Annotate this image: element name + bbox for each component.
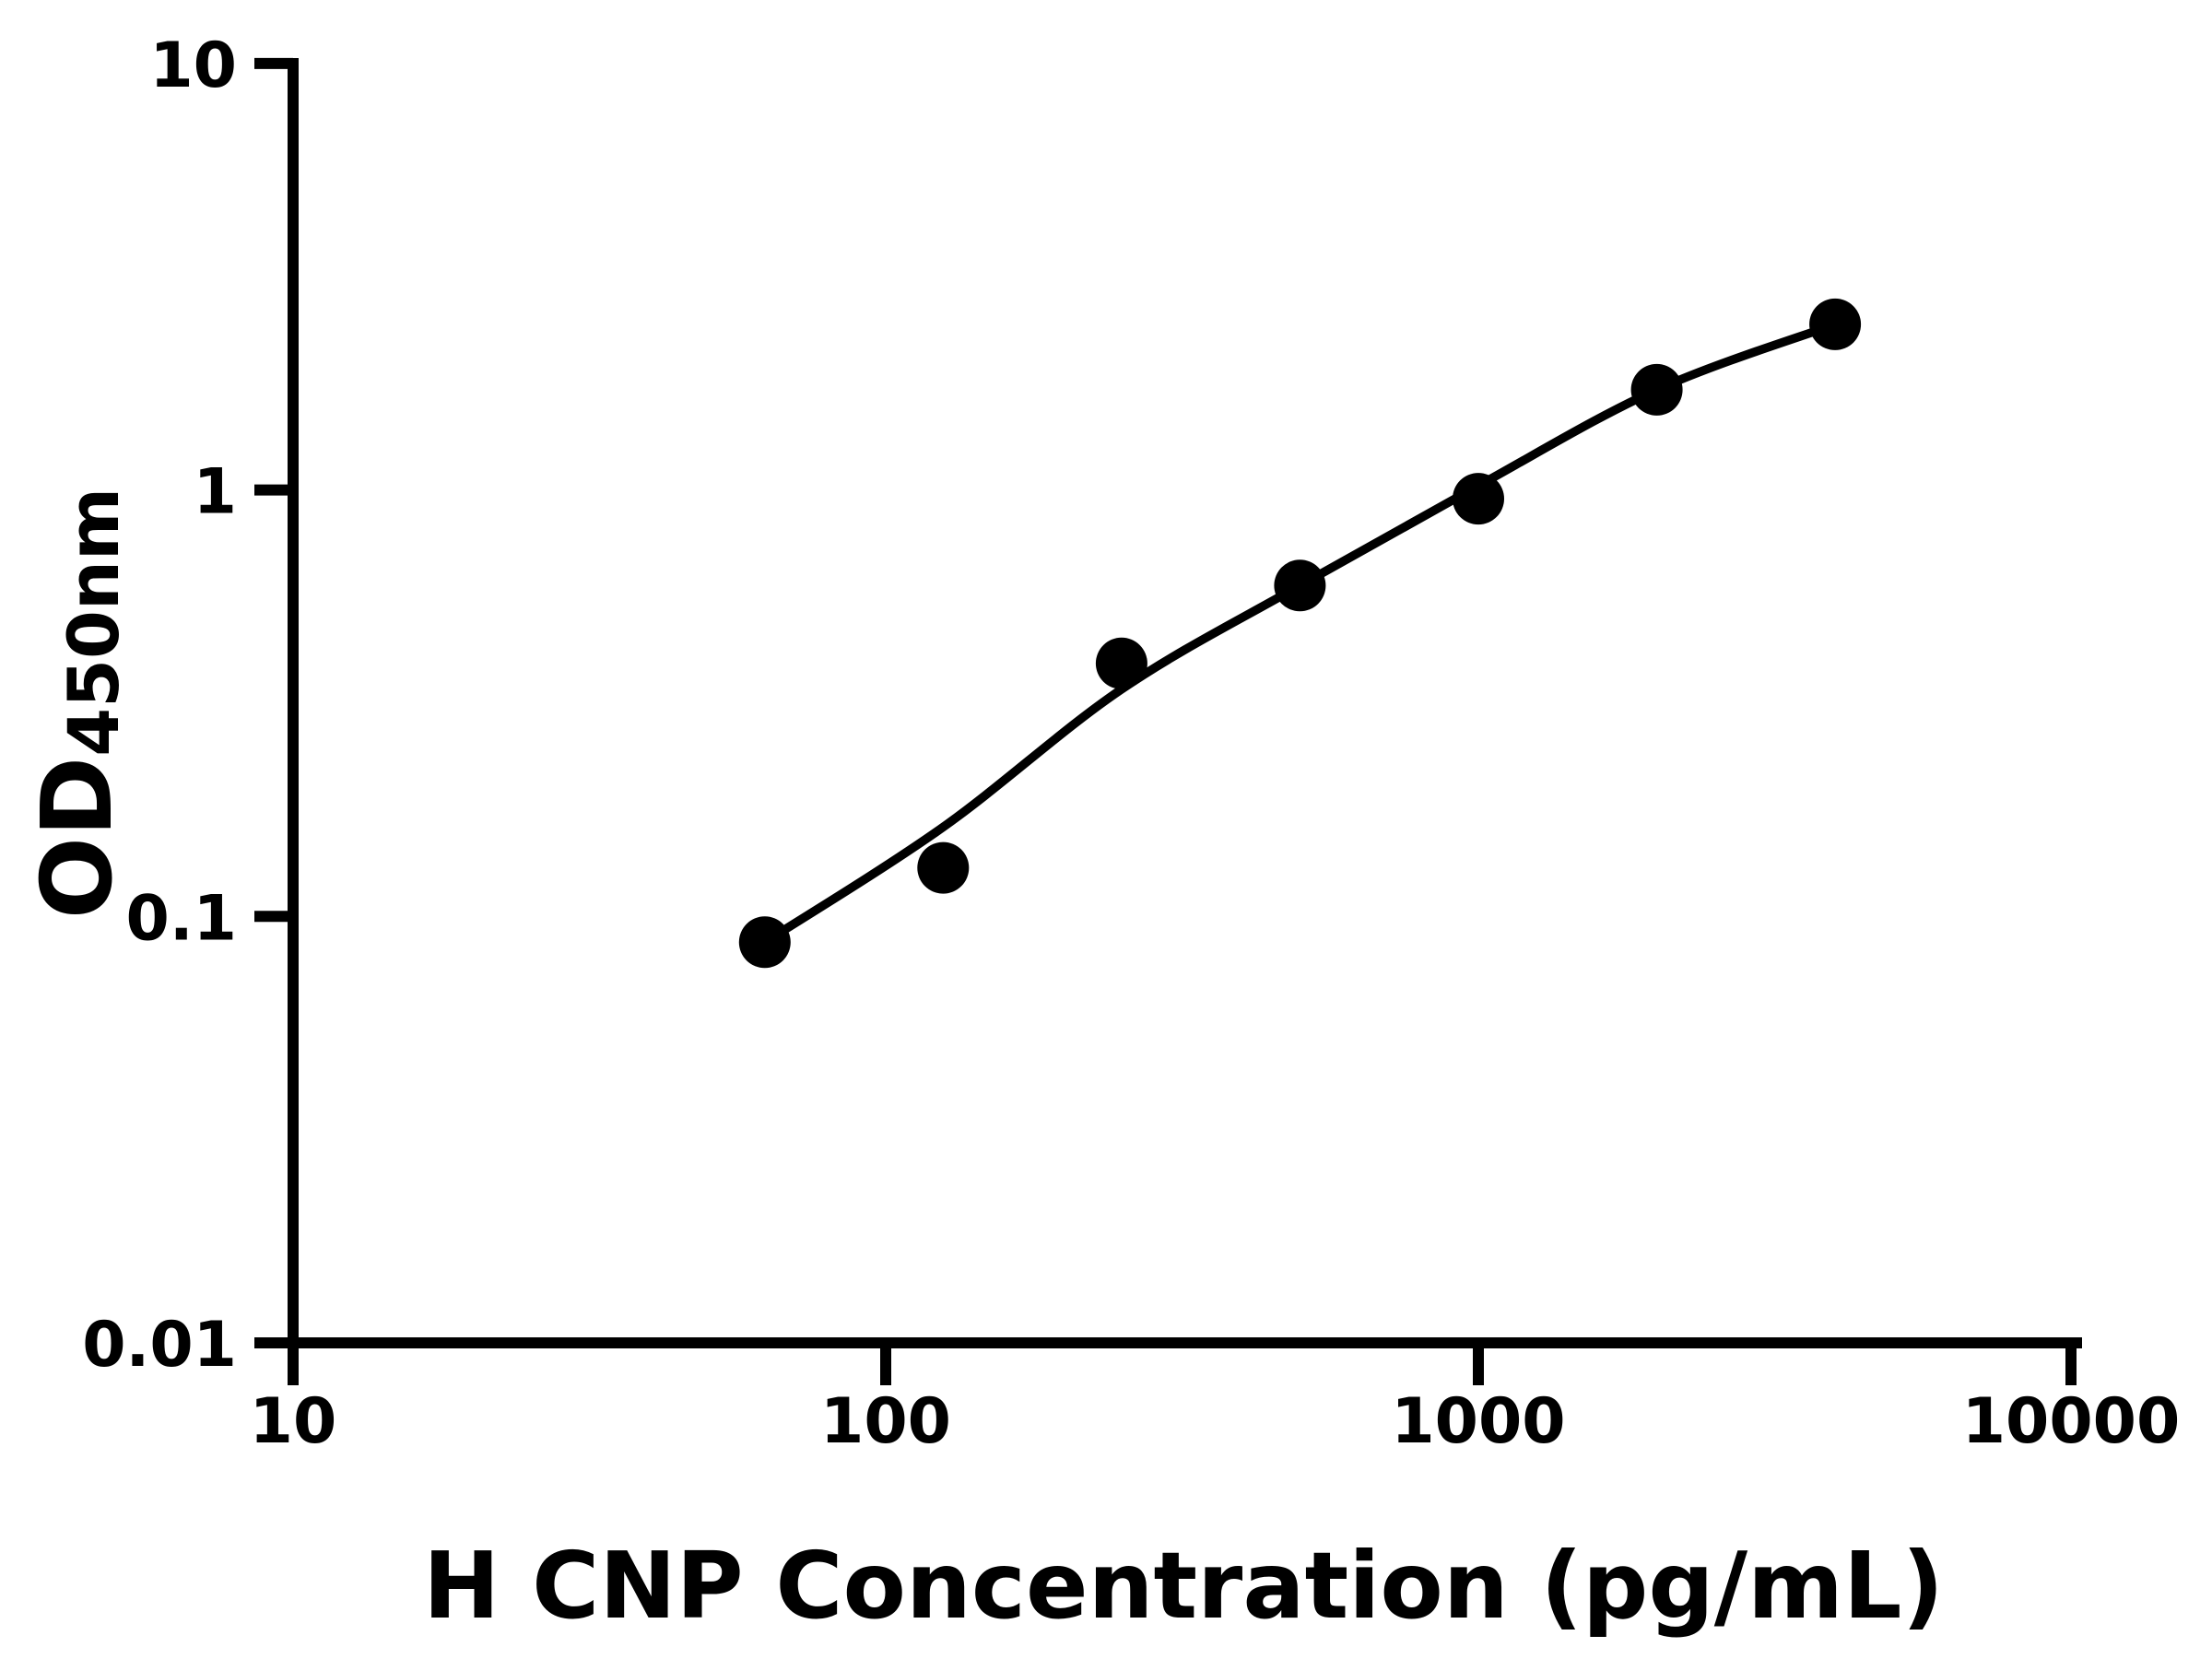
y-axis-title: OD450nm [21, 488, 135, 919]
x-axis-tick-labels: 10 100 1000 10000 [250, 1385, 2181, 1458]
x-axis-title: H CNP Concentration (pg/mL) [423, 1532, 1944, 1640]
y-axis-tick-labels: 10 1 0.1 0.01 [82, 29, 237, 1382]
data-point [1809, 298, 1862, 350]
y-tick-label: 0.01 [82, 1309, 237, 1382]
data-point [1095, 637, 1147, 689]
x-tick-label: 10 [250, 1385, 337, 1458]
y-axis-title-subscript: 450nm [53, 488, 135, 757]
x-axis-ticks [288, 1343, 2077, 1385]
data-point [1453, 473, 1504, 525]
y-tick-label: 0.1 [126, 882, 237, 955]
axes [254, 58, 2082, 1348]
y-tick-label: 1 [194, 456, 237, 529]
data-point [917, 841, 970, 894]
x-tick-label: 100 [820, 1385, 951, 1458]
data-point [738, 916, 791, 969]
data-point [1630, 363, 1683, 416]
data-points [738, 298, 1862, 969]
data-point [1274, 559, 1326, 612]
y-tick-label: 10 [149, 29, 237, 102]
y-axis-ticks [254, 57, 293, 1348]
y-axis-title-main: OD [21, 757, 134, 919]
x-tick-label: 1000 [1391, 1385, 1565, 1458]
x-tick-label: 10000 [1962, 1385, 2181, 1458]
